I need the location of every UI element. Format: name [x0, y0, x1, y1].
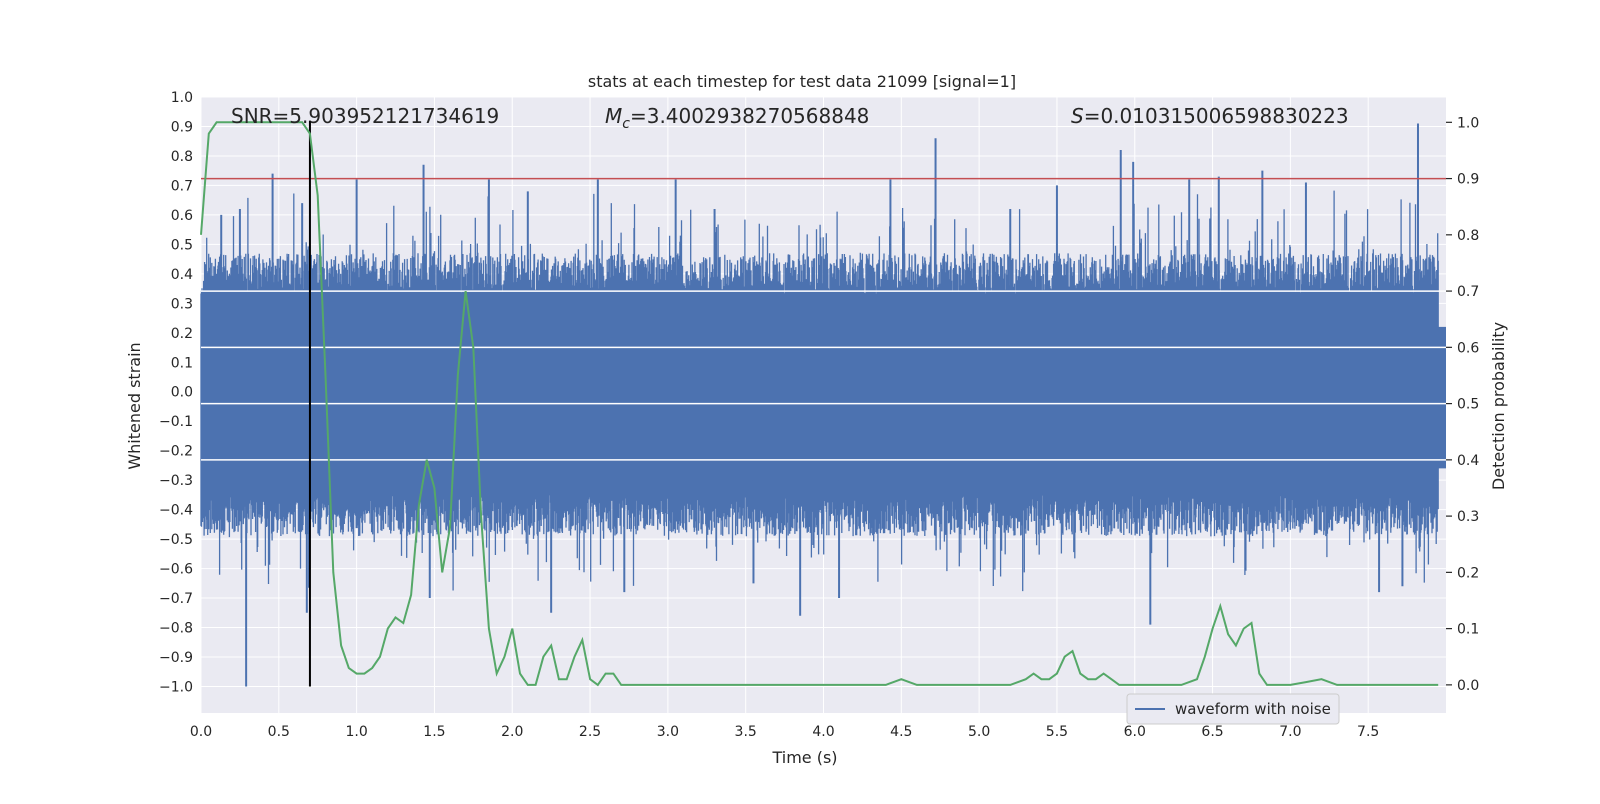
x-tick-label: 2.5 [579, 724, 601, 740]
x-tick-label: 7.5 [1357, 724, 1379, 740]
left-y-tick-label: −0.7 [159, 591, 193, 607]
x-tick-label: 1.0 [345, 724, 367, 740]
mc-symbol: M [605, 104, 622, 128]
waveform-series [200, 123, 1446, 687]
left-y-tick-label: −1.0 [159, 679, 193, 695]
x-tick-label: 7.0 [1279, 724, 1301, 740]
left-y-tick-label: 0.7 [171, 178, 193, 194]
left-y-tick-label: 0.1 [171, 355, 193, 371]
left-y-tick-label: −0.8 [159, 621, 193, 637]
s-symbol: S [1071, 104, 1084, 128]
overlay-lines [201, 120, 1446, 687]
right-y-tick-label: 1.0 [1457, 115, 1479, 131]
chirp-mass-annotation: Mc=3.4002938270568848 [605, 104, 869, 132]
left-y-tick-label: 1.0 [171, 90, 193, 106]
right-y-tick-label: 0.4 [1457, 453, 1479, 469]
x-tick-label: 5.5 [1046, 724, 1068, 740]
x-tick-label: 4.5 [890, 724, 912, 740]
x-tick-label: 3.5 [735, 724, 757, 740]
right-y-tick-label: 0.7 [1457, 284, 1479, 300]
left-y-tick-label: 0.2 [171, 326, 193, 342]
right-y-tick-label: 0.9 [1457, 172, 1479, 188]
right-y-tick-label: 0.5 [1457, 397, 1479, 413]
x-tick-label: 0.5 [268, 724, 290, 740]
left-y-tick-label: −0.4 [159, 503, 193, 519]
left-y-tick-label: −0.5 [159, 532, 193, 548]
x-tick-label: 1.5 [423, 724, 445, 740]
legend-label-waveform: waveform with noise [1175, 700, 1331, 718]
left-y-tick-label: −0.3 [159, 473, 193, 489]
left-y-tick-label: −0.1 [159, 414, 193, 430]
legend-box [1126, 693, 1340, 725]
left-y-tick-label: −0.9 [159, 650, 193, 666]
right-y-tick-label: 0.2 [1457, 565, 1479, 581]
legend: waveform with noise [1126, 693, 1340, 725]
left-axis-ticks: 1.0 0.9 0.8 0.7 0.6 0.5 0.4 0.3 0.2 0.1 0.0 −0.1 −0.… [159, 90, 193, 695]
left-y-tick-label: 0.8 [171, 149, 193, 165]
left-y-tick-label: 0.4 [171, 267, 193, 283]
s-annotation: S=0.010315006598830223 [1071, 104, 1349, 128]
right-y-tick-label: 0.3 [1457, 509, 1479, 525]
probability-line [200, 121, 1439, 687]
x-tick-label: 2.0 [501, 724, 523, 740]
s-value: =0.010315006598830223 [1084, 104, 1349, 128]
right-y-tick-label: 0.8 [1457, 228, 1479, 244]
left-y-tick-label: −0.2 [159, 444, 193, 460]
x-axis-ticks: 0.0 0.5 1.0 1.5 2.0 2.5 3.0 3.5 4.0 4.5 5.0 5.5 6.0 6… [190, 724, 1379, 740]
right-y-tick-label: 0.0 [1457, 678, 1479, 694]
x-tick-label: 5.0 [968, 724, 990, 740]
left-y-tick-label: 0.0 [171, 385, 193, 401]
mc-value: =3.4002938270568848 [630, 104, 869, 128]
right-y-tick-label: 0.6 [1457, 340, 1479, 356]
left-y-tick-label: 0.9 [171, 119, 193, 135]
right-axis-label: Detection probability [1489, 322, 1508, 490]
snr-annotation: SNR=5.903952121734619 [231, 104, 499, 128]
right-y-tick-label: 0.1 [1457, 622, 1479, 638]
x-tick-label: 6.5 [1201, 724, 1223, 740]
left-axis-label: Whitened strain [125, 342, 144, 469]
left-y-tick-label: 0.6 [171, 208, 193, 224]
x-tick-label: 6.0 [1124, 724, 1146, 740]
x-tick-label: 3.0 [657, 724, 679, 740]
probability-series [200, 121, 1439, 687]
x-tick-label: 4.0 [812, 724, 834, 740]
left-y-tick-label: −0.6 [159, 562, 193, 578]
x-tick-label: 0.0 [190, 724, 212, 740]
right-axis-ticks: 1.0 0.9 0.8 0.7 0.6 0.5 0.4 0.3 0.2 0.1 0.0 [1446, 115, 1479, 694]
left-y-tick-label: 0.3 [171, 296, 193, 312]
waveform-core [201, 326, 1446, 469]
mc-subscript: c [622, 116, 630, 132]
x-axis-label: Time (s) [771, 748, 837, 767]
chart-title: stats at each timestep for test data 210… [588, 72, 1016, 91]
left-y-tick-label: 0.5 [171, 237, 193, 253]
